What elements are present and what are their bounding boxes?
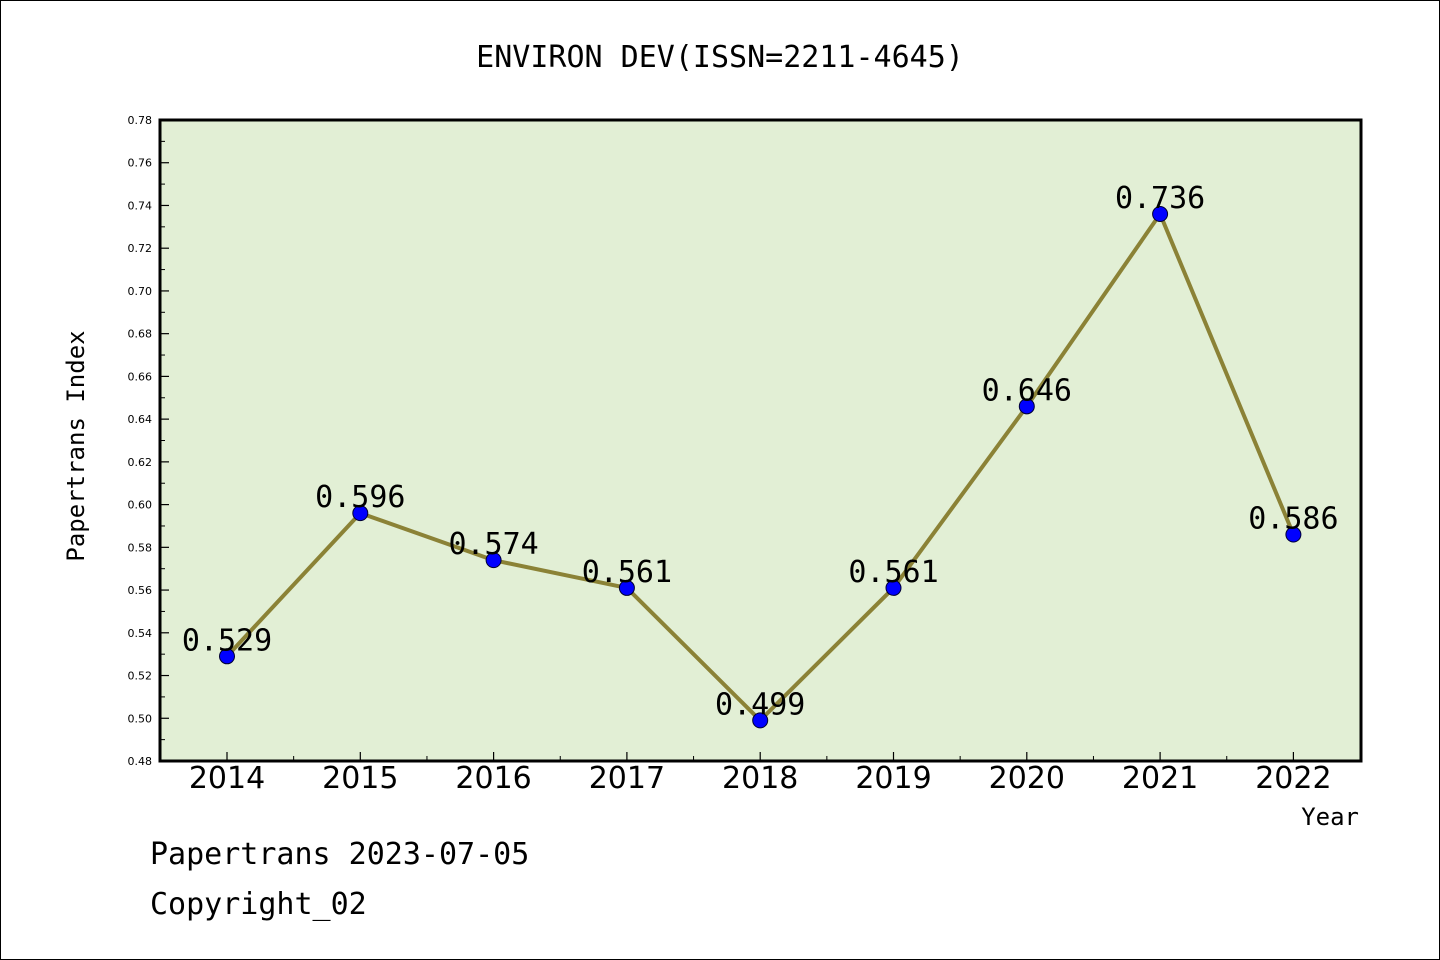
footer-copyright-text: Copyright_02 (150, 887, 367, 922)
data-point (752, 712, 769, 729)
y-tick-label: 0.66 (128, 370, 153, 383)
y-tick-label: 0.70 (128, 285, 153, 298)
y-tick-label: 0.64 (128, 413, 153, 426)
data-point (885, 579, 902, 596)
x-tick-label: 2015 (322, 761, 398, 796)
x-tick-label: 2018 (722, 761, 798, 796)
data-label: 0.561 (848, 555, 938, 590)
y-tick-label: 0.50 (128, 712, 153, 725)
y-tick-label: 0.78 (128, 114, 153, 127)
data-label: 0.596 (315, 480, 405, 515)
data-point (618, 579, 635, 596)
data-label: 0.529 (182, 623, 272, 658)
data-label: 0.736 (1115, 181, 1205, 216)
data-point (1152, 206, 1169, 223)
footer-date-text: Papertrans 2023-07-05 (150, 837, 529, 872)
x-tick-label: 2020 (989, 761, 1065, 796)
data-label: 0.561 (582, 555, 672, 590)
x-axis-label: Year (1301, 803, 1359, 831)
x-axis: 2014 2015 2016 2017 2018 2019 2020 2021 2022 (189, 752, 1332, 796)
data-points (219, 206, 1302, 729)
y-tick-label: 0.74 (128, 199, 153, 212)
y-tick-label: 0.52 (128, 670, 153, 683)
data-label: 0.586 (1248, 502, 1338, 537)
plot-area (160, 120, 1361, 761)
y-tick-label: 0.56 (128, 584, 153, 597)
data-label: 0.499 (715, 687, 805, 722)
x-tick-label: 2017 (589, 761, 665, 796)
x-tick-label: 2022 (1255, 761, 1331, 796)
data-labels: 0.529 0.596 0.574 0.561 0.499 0.561 0.646 0.736… (182, 181, 1339, 722)
plot-border (158, 118, 1363, 763)
y-tick-label: 0.54 (128, 627, 153, 640)
y-tick-label: 0.68 (128, 328, 153, 341)
data-point (1285, 526, 1302, 543)
x-tick-label: 2021 (1122, 761, 1198, 796)
x-tick-label: 2014 (189, 761, 265, 796)
data-point (352, 505, 369, 522)
x-tick-label: 2019 (855, 761, 931, 796)
data-label: 0.646 (982, 373, 1072, 408)
y-tick-label: 0.62 (128, 456, 153, 469)
y-tick-label: 0.60 (128, 499, 153, 512)
data-point (485, 552, 502, 569)
y-axis-label: Papertrans Index (62, 330, 90, 561)
data-point (219, 648, 235, 665)
y-tick-label: 0.76 (128, 157, 153, 170)
chart-title: ENVIRON DEV(ISSN=2211-4645) (476, 40, 964, 75)
y-tick-label: 0.48 (128, 755, 153, 768)
data-label: 0.574 (448, 527, 538, 562)
y-tick-label: 0.58 (128, 541, 153, 554)
x-tick-label: 2016 (455, 761, 531, 796)
y-tick-label: 0.72 (128, 242, 153, 255)
data-point (1018, 398, 1035, 415)
